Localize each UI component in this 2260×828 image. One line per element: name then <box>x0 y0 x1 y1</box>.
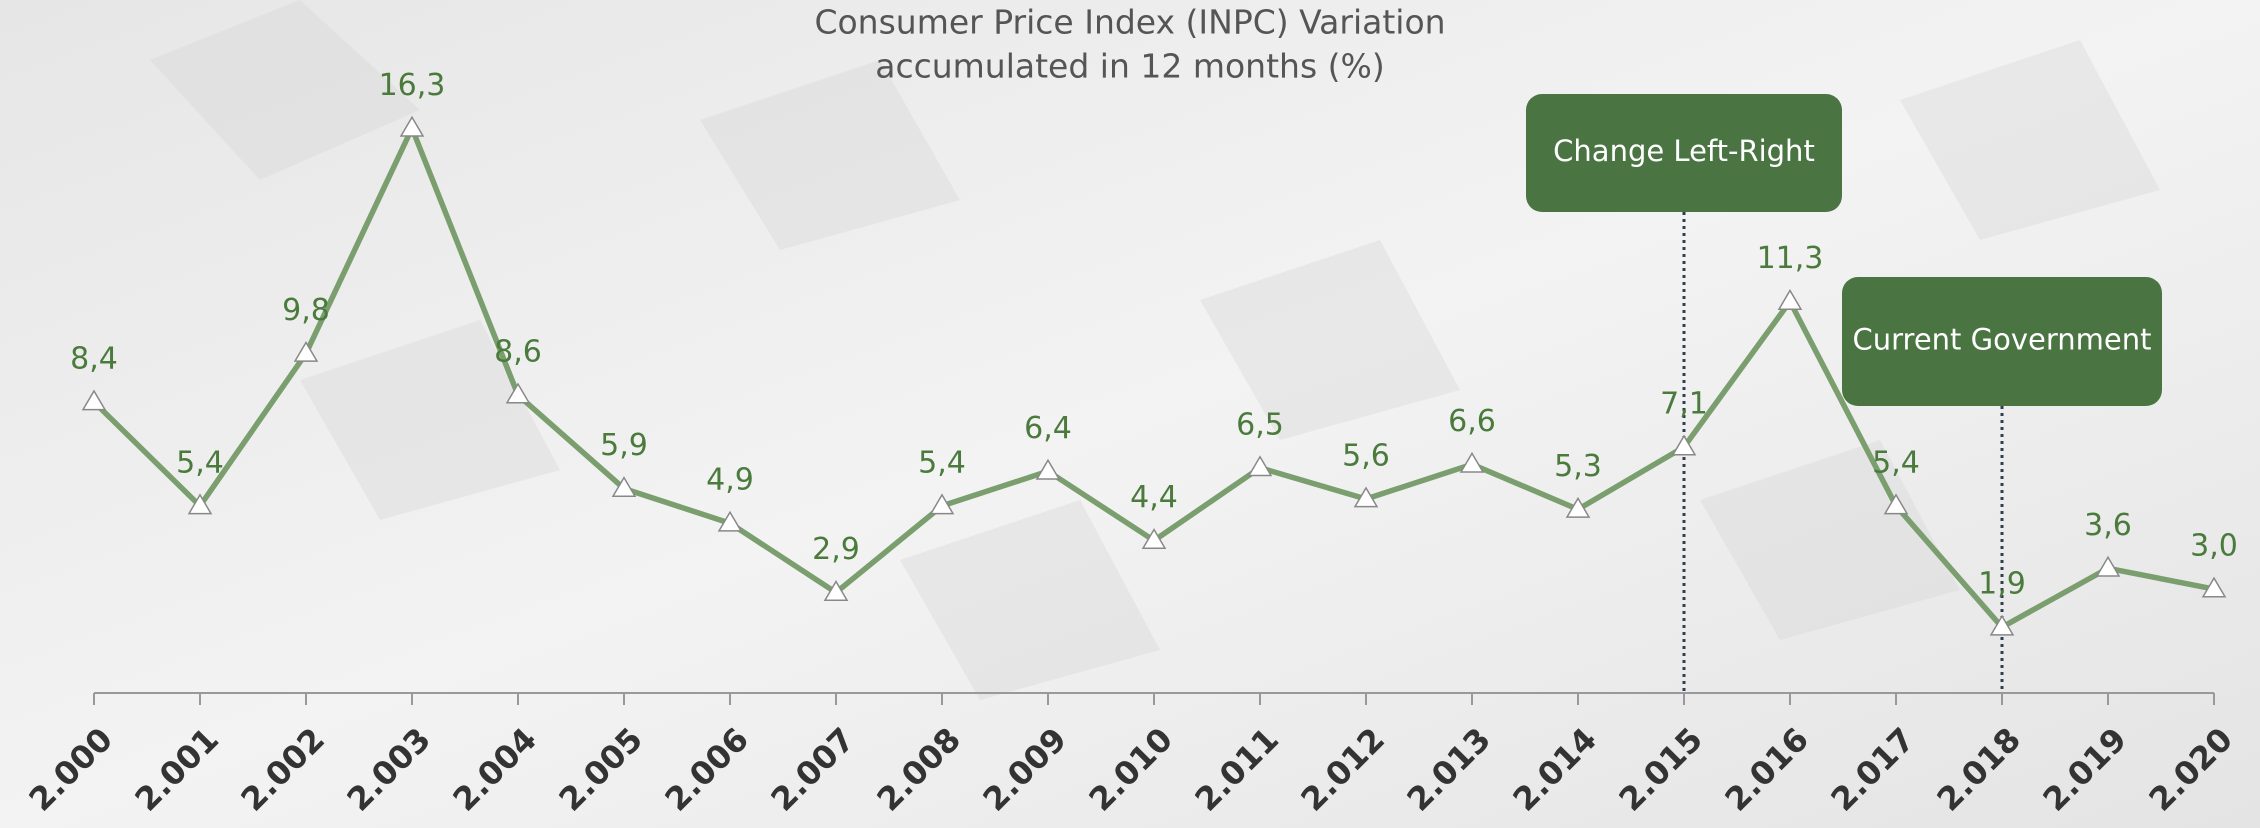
point-marker <box>1883 493 1909 515</box>
data-label: 8,6 <box>494 335 542 370</box>
point-marker <box>611 476 637 498</box>
annotation-text: Current Government <box>1853 323 2152 357</box>
point-marker <box>1459 451 1485 473</box>
point-marker <box>187 493 213 515</box>
point-marker <box>1671 434 1697 456</box>
data-label: 6,4 <box>1024 411 1072 446</box>
data-label: 7,1 <box>1660 387 1708 422</box>
point-marker <box>293 340 319 362</box>
data-label: 2,9 <box>812 532 860 567</box>
point-marker <box>1989 614 2015 636</box>
background-pattern <box>150 0 2160 700</box>
data-label: 4,9 <box>706 463 754 498</box>
data-label: 11,3 <box>1757 241 1824 276</box>
point-marker <box>2201 576 2227 598</box>
point-marker <box>1353 486 1379 508</box>
data-label: 16,3 <box>379 68 446 103</box>
point-marker <box>1141 528 1167 550</box>
data-label: 6,6 <box>1448 404 1496 439</box>
annotation-box <box>1526 94 1842 212</box>
data-label: 3,0 <box>2190 529 2238 564</box>
point-marker <box>2095 555 2121 577</box>
data-label: 5,4 <box>918 445 966 480</box>
point-marker <box>929 493 955 515</box>
data-label: 9,8 <box>282 293 330 328</box>
point-marker <box>1035 458 1061 480</box>
data-label: 1,9 <box>1978 567 2026 602</box>
chart-title: Consumer Price Index (INPC) Variation <box>814 3 1445 42</box>
data-label: 8,4 <box>70 341 118 376</box>
annotation-text: Change Left-Right <box>1553 134 1815 168</box>
data-label: 4,4 <box>1130 480 1178 515</box>
point-marker <box>823 580 849 601</box>
data-label: 6,5 <box>1236 407 1284 442</box>
data-label: 5,3 <box>1554 449 1602 484</box>
data-label: 5,9 <box>600 428 648 463</box>
point-marker <box>1247 455 1273 477</box>
point-marker <box>1565 496 1591 518</box>
point-marker <box>81 389 107 411</box>
point-marker <box>717 510 743 532</box>
data-label: 5,4 <box>1872 445 1920 480</box>
chart-subtitle: accumulated in 12 months (%) <box>875 47 1385 86</box>
point-marker <box>399 115 425 137</box>
data-label: 5,6 <box>1342 438 1390 473</box>
annotation-box <box>1842 277 2162 406</box>
data-label: 5,4 <box>176 445 224 480</box>
point-marker <box>505 382 531 404</box>
point-marker <box>1777 289 1803 310</box>
data-label: 3,6 <box>2084 508 2132 543</box>
